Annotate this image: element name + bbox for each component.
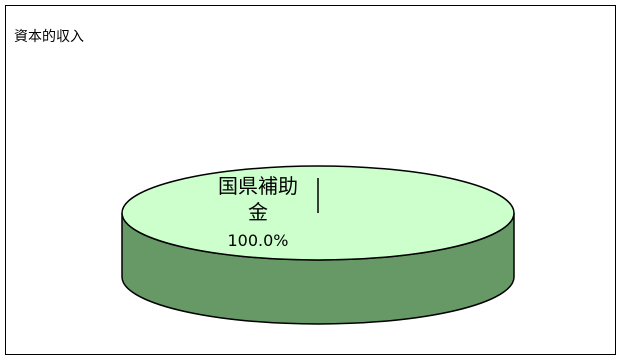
pie-label-line-2: 金	[248, 200, 268, 224]
pie-percent-label: 100.0%	[227, 231, 288, 250]
pie-label-line-1: 国県補助	[218, 174, 298, 198]
chart-title: 資本的収入	[14, 29, 84, 45]
